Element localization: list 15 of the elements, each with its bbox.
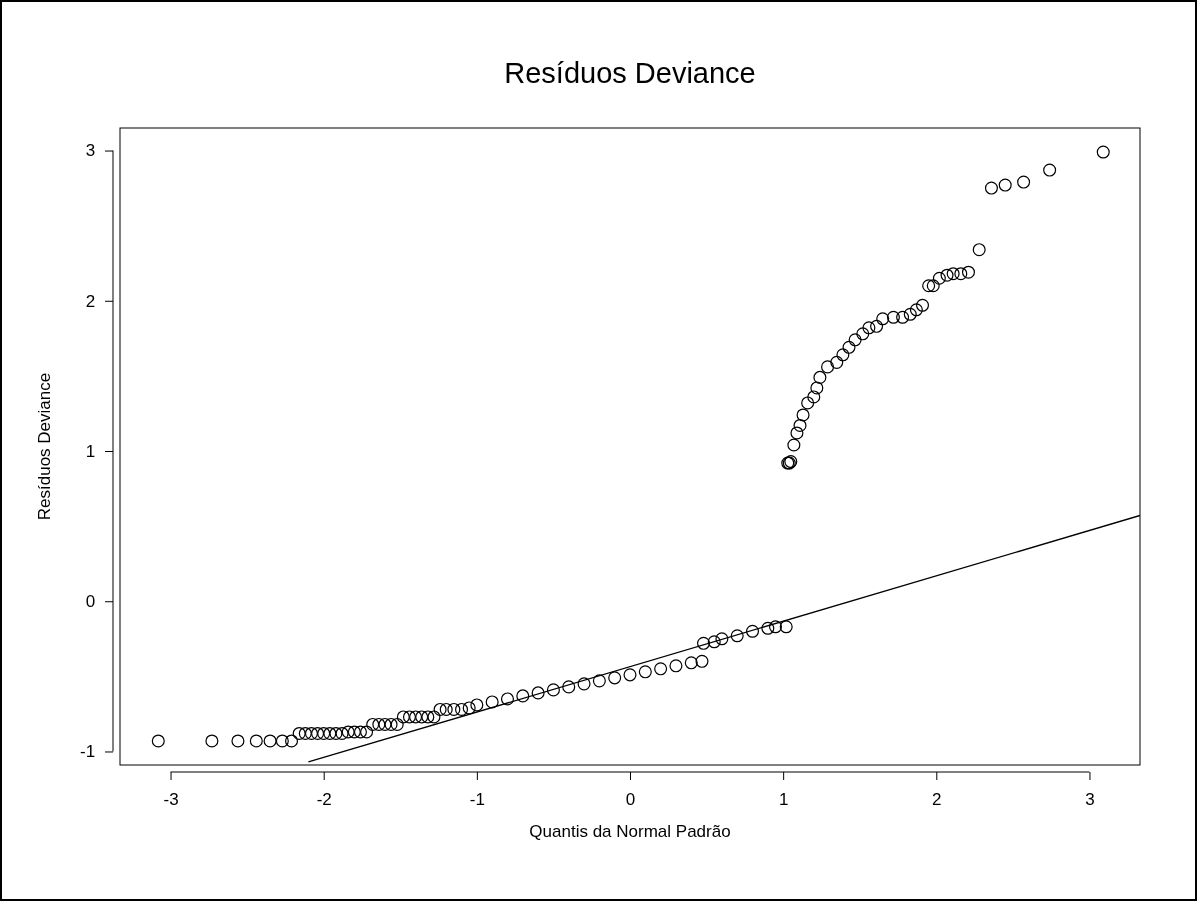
x-tick-label: 2 <box>932 790 942 810</box>
x-tick-label: -2 <box>316 790 332 810</box>
y-tick-label: 0 <box>85 592 96 612</box>
y-tick-label: -1 <box>80 742 96 762</box>
y-tick-label: 3 <box>85 141 96 161</box>
y-tick-label: 1 <box>85 441 96 461</box>
x-tick-label: -3 <box>163 790 179 810</box>
x-tick-label: 1 <box>778 790 789 810</box>
y-tick-label: 2 <box>85 291 96 311</box>
x-tick-label: 3 <box>1085 790 1095 810</box>
x-tick-label: 0 <box>625 790 636 810</box>
x-axis-title: Quantis da Normal Padrão <box>529 822 731 841</box>
x-tick-label: -1 <box>469 790 485 810</box>
y-axis-title: Resíduos Deviance <box>35 372 54 521</box>
chart-title: Resíduos Deviance <box>504 57 756 89</box>
